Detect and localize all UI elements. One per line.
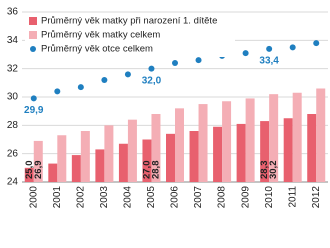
bar: [189, 131, 199, 182]
y-tick-label: 34: [7, 35, 19, 46]
dot: [101, 77, 108, 83]
bar: [292, 92, 302, 182]
bar: [269, 94, 279, 182]
bar-value-label: 25,0: [24, 161, 35, 180]
dot: [289, 44, 296, 51]
bar-value-label: 28,8: [150, 161, 161, 180]
bar: [151, 114, 161, 182]
bar: [24, 167, 34, 182]
x-tick-label: 2007: [193, 186, 204, 209]
bar: [127, 119, 137, 182]
bar: [283, 118, 293, 182]
x-tick-label: 2008: [217, 186, 228, 209]
x-tick-label: 2000: [28, 186, 39, 209]
bar: [175, 108, 184, 182]
y-tick-label: 26: [7, 148, 19, 159]
bar: [198, 104, 208, 182]
x-tick-label: 2009: [240, 186, 251, 209]
bar: [316, 88, 326, 182]
bar: [166, 133, 175, 182]
bar-value-label: 26,9: [33, 161, 44, 180]
bar: [118, 143, 128, 182]
x-tick-label: 2003: [99, 186, 110, 209]
bar: [80, 131, 90, 182]
dot: [148, 65, 155, 72]
legend-swatch: [29, 17, 37, 25]
bar: [48, 163, 58, 182]
legend-label: Průměrný věk otce celkem: [41, 44, 153, 55]
bar: [222, 101, 232, 182]
bar-value-label: 30,2: [268, 161, 279, 180]
legend-label: Průměrný věk matky při narození 1. dítět…: [41, 16, 217, 27]
x-tick-label: 2002: [75, 186, 86, 209]
bar: [104, 125, 114, 182]
dot-value-label: 29,9: [24, 105, 44, 116]
dot: [124, 71, 131, 78]
bar: [307, 114, 317, 182]
bar: [236, 123, 246, 182]
y-tick-label: 30: [7, 92, 19, 103]
dot-value-label: 32,0: [142, 75, 162, 86]
x-tick-label: 2011: [287, 186, 298, 208]
y-tick-label: 24: [7, 177, 19, 188]
bar: [95, 149, 105, 182]
bar: [245, 98, 255, 182]
x-tick-label: 2006: [170, 186, 181, 209]
dot: [172, 60, 178, 66]
x-tick-label: 2001: [52, 186, 63, 209]
bar: [142, 139, 152, 182]
dot: [242, 50, 249, 57]
dot-value-label: 33,4: [259, 55, 279, 66]
y-tick-label: 28: [7, 120, 19, 131]
dot: [54, 88, 61, 95]
legend-label: Průměrný věk matky celkem: [41, 30, 160, 41]
legend-box: [25, 13, 235, 57]
legend-swatch: [30, 46, 36, 52]
dot: [195, 57, 202, 64]
bar: [57, 135, 67, 182]
x-tick-label: 2012: [311, 186, 322, 209]
bar: [213, 126, 223, 182]
y-tick-label: 32: [7, 63, 19, 74]
dot: [313, 40, 320, 47]
bar: [260, 121, 270, 182]
dot: [266, 45, 273, 52]
bar: [33, 140, 43, 182]
dot: [77, 84, 84, 91]
x-tick-label: 2010: [264, 186, 275, 209]
bar-value-label: 27,0: [141, 161, 152, 180]
x-tick-label: 2005: [146, 186, 157, 209]
bar-value-label: 28,3: [259, 161, 270, 180]
x-tick-label: 2004: [123, 186, 134, 209]
legend-swatch: [29, 31, 37, 39]
y-tick-label: 36: [7, 7, 19, 18]
bar: [71, 155, 81, 182]
dot: [30, 95, 37, 102]
